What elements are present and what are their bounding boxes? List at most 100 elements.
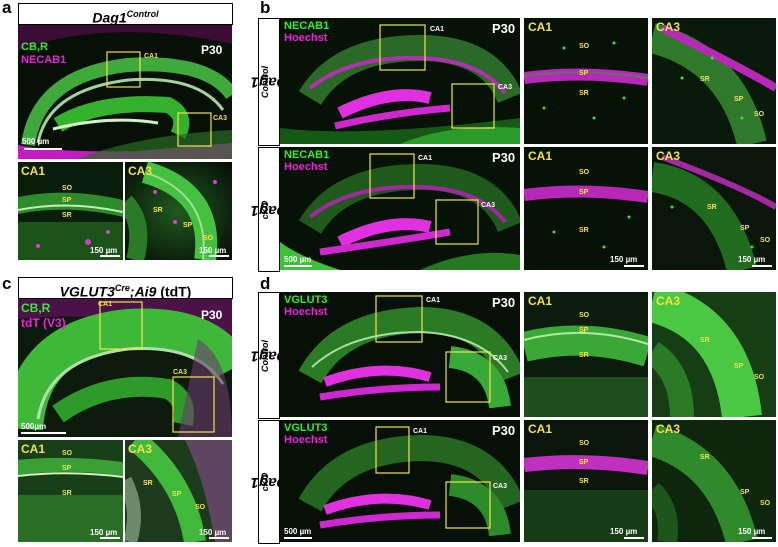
inset-title: CA3 (656, 20, 681, 34)
layer-sr: SR (700, 454, 710, 461)
panel-c-genotype-title: VGLUT3Cre;Ai9 (tdT) (18, 277, 233, 300)
panel-c-hippocampus-image: CB,R tdT (V3) P30 CA1 CA3 500µm (18, 299, 232, 437)
scale-bar (100, 255, 120, 257)
panel-a-hippocampus-image: CB,R NECAB1 P30 CA1 CA3 500 µm (18, 25, 232, 159)
scale-bar (624, 265, 644, 267)
panel-b-control-ca3: CA3 SR SP SO (652, 18, 776, 144)
title-tdt: (tdT) (156, 283, 192, 300)
scale-label: 500 µm (284, 527, 312, 536)
layer-so: SO (579, 440, 590, 447)
box-label-ca3: CA3 (213, 115, 228, 122)
panel-a-inset-ca1: CA1 SO SP SR 150 µm (18, 162, 123, 260)
panel-b-control-overview: NECAB1 Hoechst P30 CA1 CA3 (280, 18, 520, 144)
layer-sr: SR (579, 227, 589, 234)
layer-sr: SR (62, 212, 72, 219)
layer-sp: SP (579, 327, 589, 334)
layer-sr: SR (707, 204, 717, 211)
box-label-ca1: CA1 (413, 428, 428, 435)
panel-b-row-label-cko: Dag1 cKO (251, 147, 287, 272)
scale-label: 150 µm (199, 246, 227, 255)
box-label-ca1: CA1 (426, 297, 441, 304)
layer-so: SO (579, 43, 590, 50)
layer-so: SO (203, 235, 214, 242)
box-label-ca3: CA3 (498, 84, 513, 91)
layer-sp: SP (579, 189, 589, 196)
layer-sp: SP (734, 363, 744, 370)
title-gene: VGLUT3 (59, 283, 115, 300)
panel-d-control-ca3: CA3 SR SP SO (652, 292, 776, 417)
panel-a-genotype-title: Dag1Control (18, 3, 233, 26)
scale-label: 150 µm (90, 528, 118, 537)
panel-label-d: d (260, 274, 271, 293)
legend-hoechst: Hoechst (284, 161, 328, 173)
layer-sr: SR (62, 490, 72, 497)
inset-title: CA3 (128, 442, 153, 456)
scale-label: 150 µm (610, 255, 638, 264)
panel-b-row-label-control: Dag1 Control (251, 18, 287, 146)
inset-title: CA3 (128, 164, 153, 178)
scale-bar (209, 255, 229, 257)
scale-label: 150 µm (90, 246, 118, 255)
age-label: P30 (492, 150, 516, 165)
layer-sp: SP (579, 70, 589, 77)
box-label-ca3: CA3 (481, 202, 496, 209)
scale-label: 500 µm (22, 137, 50, 146)
layer-so: SO (62, 450, 73, 457)
title-sup: Cre (114, 283, 130, 293)
genotype-sup: Control (126, 9, 159, 19)
legend-necab1: NECAB1 (21, 54, 67, 66)
scale-bar (284, 265, 312, 267)
legend-vglut3: VGLUT3 (284, 294, 328, 306)
layer-sp: SP (579, 459, 589, 466)
inset-title: CA1 (528, 294, 553, 308)
layer-sp: SP (183, 222, 193, 229)
layer-so: SO (62, 185, 73, 192)
inset-title: CA3 (656, 294, 681, 308)
panel-label-a: a (2, 0, 12, 17)
box-label-ca1: CA1 (144, 53, 159, 60)
panel-d-cko-ca3: CA3 SR SP SO 150 µm (652, 420, 776, 542)
box-label-ca3: CA3 (493, 355, 508, 362)
panel-label-b: b (260, 0, 271, 17)
inset-title: CA1 (528, 422, 553, 436)
scale-bar (284, 537, 312, 539)
scale-bar (21, 432, 66, 434)
legend-necab1: NECAB1 (284, 149, 330, 161)
layer-sp: SP (172, 491, 182, 498)
scale-label: 150 µm (738, 255, 766, 264)
layer-so: SO (760, 237, 771, 244)
box-label-ca1: CA1 (418, 155, 433, 162)
scale-label: 500µm (21, 422, 47, 431)
layer-sr: SR (700, 76, 710, 83)
scale-bar (624, 537, 644, 539)
layer-sr: SR (700, 337, 710, 344)
inset-title: CA1 (528, 20, 553, 34)
layer-so: SO (760, 500, 771, 507)
legend-hoechst: Hoechst (284, 32, 328, 44)
legend-hoechst: Hoechst (284, 306, 328, 318)
layer-sr: SR (579, 478, 589, 485)
panel-d-cko-ca1: CA1 SO SP SR 150 µm (524, 420, 648, 542)
panel-a-inset-ca3: CA3 SR SP SO 150 µm (125, 162, 232, 260)
legend-hoechst: Hoechst (284, 434, 328, 446)
layer-sr: SR (579, 90, 589, 97)
scale-label: 150 µm (199, 528, 227, 537)
panel-label-c: c (2, 274, 12, 293)
age-label: P30 (492, 423, 516, 438)
inset-title: CA3 (656, 422, 681, 436)
panel-b-cko-overview: NECAB1 Hoechst P30 CA1 CA3 500 µm (280, 147, 520, 270)
age-label: P30 (492, 295, 516, 310)
layer-sp: SP (740, 225, 750, 232)
scale-label: 150 µm (610, 527, 638, 536)
legend-necab1: NECAB1 (284, 20, 330, 32)
legend-tdt-v3: tdT (V3) (21, 316, 66, 330)
age-label: P30 (492, 21, 516, 36)
layer-sp: SP (62, 465, 72, 472)
panel-b-control-ca1: CA1 SO SP SR (524, 18, 648, 144)
box-label-ca3: CA3 (173, 369, 188, 376)
inset-title: CA3 (656, 149, 681, 163)
scale-bar (100, 537, 120, 539)
scale-bar (752, 265, 772, 267)
box-label-ca3: CA3 (493, 483, 508, 490)
scale-label: 150 µm (738, 527, 766, 536)
